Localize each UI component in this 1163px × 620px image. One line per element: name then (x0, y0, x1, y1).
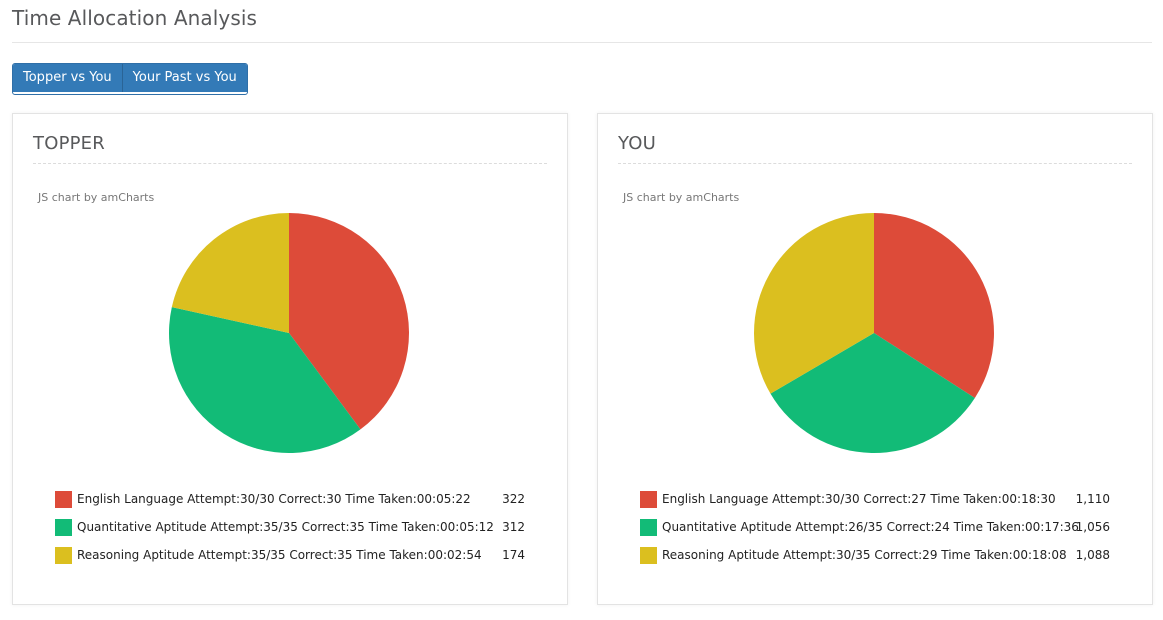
legend-item[interactable]: Reasoning Aptitude Attempt:35/35 Correct… (55, 547, 535, 575)
legend-item[interactable]: Quantitative Aptitude Attempt:35/35 Corr… (55, 519, 535, 547)
legend-swatch (55, 519, 72, 536)
title-divider (12, 42, 1152, 43)
legend-item[interactable]: Quantitative Aptitude Attempt:26/35 Corr… (640, 519, 1120, 547)
topper-pie-chart (168, 213, 410, 454)
topper-legend: English Language Attempt:30/30 Correct:3… (55, 491, 535, 575)
pie-slice[interactable] (171, 213, 289, 333)
legend-value: 322 (502, 492, 525, 506)
legend-item[interactable]: English Language Attempt:30/30 Correct:2… (640, 491, 1120, 519)
legend-label: English Language Attempt:30/30 Correct:2… (662, 492, 1056, 506)
legend-swatch (640, 547, 657, 564)
legend-label: Quantitative Aptitude Attempt:35/35 Corr… (77, 520, 494, 534)
legend-value: 174 (502, 548, 525, 562)
pie-slice[interactable] (168, 307, 361, 454)
tab-your-past-vs-you[interactable]: Your Past vs You (122, 64, 247, 92)
panel-divider (618, 163, 1132, 164)
you-legend: English Language Attempt:30/30 Correct:2… (640, 491, 1120, 575)
you-pie-chart (754, 213, 994, 453)
legend-value: 1,056 (1075, 520, 1110, 534)
legend-swatch (55, 491, 72, 508)
panel-title: TOPPER (33, 133, 105, 154)
legend-value: 312 (502, 520, 525, 534)
panel-divider (33, 163, 547, 164)
legend-label: Reasoning Aptitude Attempt:35/35 Correct… (77, 548, 482, 562)
pie-slice[interactable] (874, 213, 994, 399)
legend-item[interactable]: English Language Attempt:30/30 Correct:3… (55, 491, 535, 519)
legend-swatch (640, 519, 657, 536)
page-title: Time Allocation Analysis (12, 6, 258, 30)
legend-label: Quantitative Aptitude Attempt:26/35 Corr… (662, 520, 1079, 534)
legend-item[interactable]: Reasoning Aptitude Attempt:30/35 Correct… (640, 547, 1120, 575)
legend-value: 1,110 (1075, 492, 1110, 506)
panel-title: YOU (618, 133, 656, 154)
legend-swatch (55, 547, 72, 564)
pie-slice[interactable] (770, 333, 975, 453)
legend-swatch (640, 491, 657, 508)
legend-value: 1,088 (1075, 548, 1110, 562)
you-panel: YOU JS chart by amCharts English Languag… (597, 113, 1153, 605)
topper-panel: TOPPER JS chart by amCharts English Lang… (12, 113, 568, 605)
pie-slice[interactable] (289, 213, 410, 430)
pie-slice[interactable] (754, 213, 874, 394)
chart-credit-link[interactable]: JS chart by amCharts (623, 191, 740, 204)
chart-credit-link[interactable]: JS chart by amCharts (38, 191, 155, 204)
legend-label: Reasoning Aptitude Attempt:30/35 Correct… (662, 548, 1067, 562)
legend-label: English Language Attempt:30/30 Correct:3… (77, 492, 471, 506)
tab-topper-vs-you[interactable]: Topper vs You (13, 64, 123, 92)
comparison-tab-group: Topper vs You Your Past vs You (12, 63, 248, 95)
